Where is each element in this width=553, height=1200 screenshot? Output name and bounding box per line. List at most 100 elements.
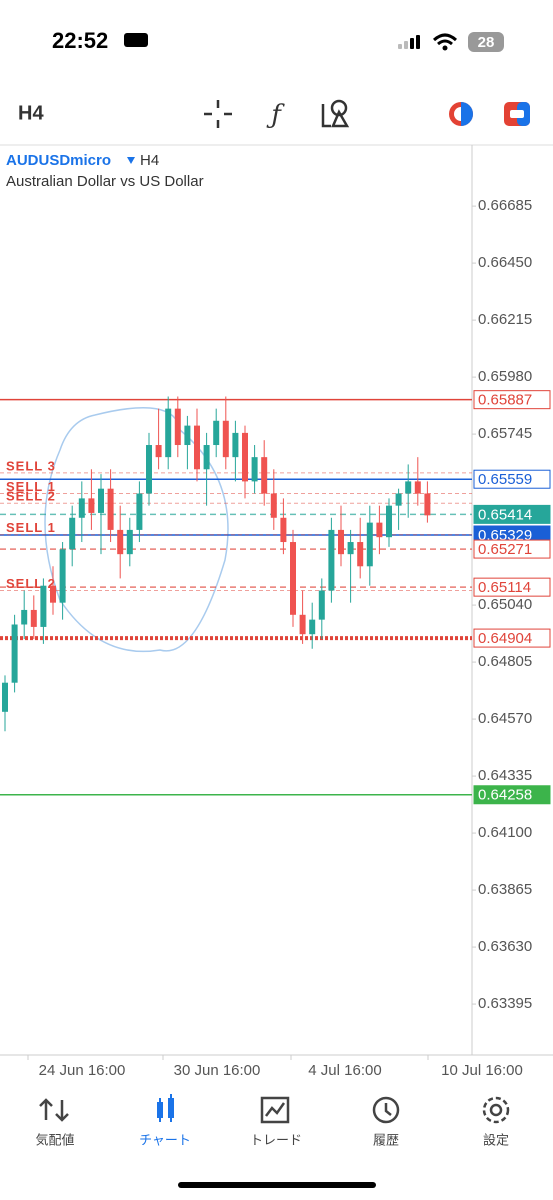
nav-icons xyxy=(39,1096,510,1124)
candle-body xyxy=(40,585,47,627)
sleep-icon xyxy=(124,33,148,47)
wifi-icon xyxy=(432,33,458,46)
candle-body xyxy=(184,425,191,446)
candle-body xyxy=(376,522,383,538)
candle-body xyxy=(78,498,85,518)
home-indicator xyxy=(178,1182,376,1188)
candle-body xyxy=(59,549,66,603)
candle-body xyxy=(194,425,200,470)
candle-body xyxy=(414,481,421,494)
price-label-box xyxy=(473,469,551,489)
order-label: SELL 1 xyxy=(6,520,56,535)
battery-icon xyxy=(468,32,504,52)
candle-body xyxy=(146,445,152,494)
price-label: 0.65559 xyxy=(478,471,532,488)
candle-body xyxy=(242,432,248,482)
y-tick-label: 0.65980 xyxy=(478,368,532,385)
nav-label[interactable]: チャート xyxy=(139,1132,191,1147)
price-label-box xyxy=(473,628,551,648)
candle-body xyxy=(21,609,28,625)
price-label-box xyxy=(473,785,551,805)
y-tick-label: 0.64570 xyxy=(478,710,532,727)
signal-icon xyxy=(398,35,420,49)
y-tick-label: 0.63630 xyxy=(478,938,532,955)
order-label: SELL 2 xyxy=(6,489,56,504)
price-label: 0.65887 xyxy=(478,392,532,409)
candle-body xyxy=(136,493,143,530)
candle-body xyxy=(309,619,316,635)
candle-body xyxy=(424,493,431,516)
candle-body xyxy=(290,542,296,615)
candle-body xyxy=(98,488,104,513)
trade-button[interactable] xyxy=(504,102,530,126)
indicators-button[interactable]: ƒ xyxy=(266,100,285,130)
symbol-timeframe: H4 xyxy=(140,152,159,169)
y-tick-label: 0.64335 xyxy=(478,767,532,784)
candle-body xyxy=(107,488,114,530)
symbol-dropdown-arrow[interactable] xyxy=(127,157,135,164)
nav-label[interactable]: トレード xyxy=(250,1132,302,1147)
bottom-nav: 気配値 チャート トレード 履歴 設定 xyxy=(35,1132,509,1147)
symbol-name[interactable]: AUDUSDmicro xyxy=(6,152,111,169)
nav-label[interactable]: 履歴 xyxy=(373,1132,399,1147)
price-label-box xyxy=(473,577,551,597)
nav-label[interactable]: 設定 xyxy=(483,1132,509,1147)
y-tick-label: 0.64805 xyxy=(478,653,532,670)
account-button[interactable] xyxy=(449,102,473,126)
price-label: 0.65271 xyxy=(478,541,532,558)
candle-body xyxy=(405,481,412,494)
nav-chart-icon xyxy=(157,1094,174,1122)
candle-body xyxy=(328,529,335,591)
x-tick-label: 30 Jun 16:00 xyxy=(174,1062,261,1079)
candle-body xyxy=(126,529,133,555)
objects-button[interactable] xyxy=(321,99,350,128)
candle-body xyxy=(88,498,95,513)
candle-body xyxy=(165,408,172,458)
y-tick-label: 0.66450 xyxy=(478,254,532,271)
x-tick-label: 10 Jul 16:00 xyxy=(441,1062,523,1079)
candle-body xyxy=(270,493,277,518)
y-tick-label: 0.63865 xyxy=(478,881,532,898)
battery-level: 28 xyxy=(478,34,495,51)
candle-body xyxy=(30,609,37,627)
candle-body xyxy=(222,420,229,458)
candle-body xyxy=(155,445,162,458)
nav-label[interactable]: 気配値 xyxy=(35,1132,74,1147)
candle-body xyxy=(261,457,268,494)
price-label: 0.65114 xyxy=(478,579,531,596)
candle-body xyxy=(213,420,220,446)
y-tick-label: 0.63395 xyxy=(478,995,532,1012)
price-label-box xyxy=(473,539,551,559)
wifi-dot xyxy=(442,45,448,51)
candle-body xyxy=(366,522,373,567)
status-time: 22:52 xyxy=(52,28,108,53)
chart-layer: 0.66685 0.66450 0.66215 0.65980 0.65745 0.650… xyxy=(0,197,551,1079)
y-tick-label: 0.65040 xyxy=(478,596,532,613)
candle-body xyxy=(280,517,287,543)
candle-body xyxy=(11,624,18,683)
x-tick-label: 24 Jun 16:00 xyxy=(39,1062,126,1079)
y-tick-label: 0.64100 xyxy=(478,824,532,841)
crosshair-button[interactable] xyxy=(204,100,232,128)
candle-body xyxy=(357,542,364,567)
candle-body xyxy=(117,529,124,555)
order-label: SELL 1 xyxy=(6,479,56,494)
order-label: SELL 3 xyxy=(6,458,56,473)
price-label-box xyxy=(473,504,551,524)
order-label: SELL 2 xyxy=(6,576,56,591)
candle-body xyxy=(251,457,258,482)
candle-body xyxy=(69,517,76,550)
candle-body xyxy=(203,445,210,470)
price-label: 0.64904 xyxy=(478,630,532,647)
candle-body xyxy=(50,585,56,603)
candle-body xyxy=(318,590,325,620)
x-tick-label: 4 Jul 16:00 xyxy=(308,1062,381,1079)
y-tick-label: 0.66685 xyxy=(478,197,532,214)
candle-body xyxy=(2,682,8,712)
candle-body xyxy=(386,505,392,538)
y-tick-label: 0.65745 xyxy=(478,425,532,442)
candle-body xyxy=(347,542,354,555)
timeframe-button[interactable]: H4 xyxy=(18,102,44,124)
